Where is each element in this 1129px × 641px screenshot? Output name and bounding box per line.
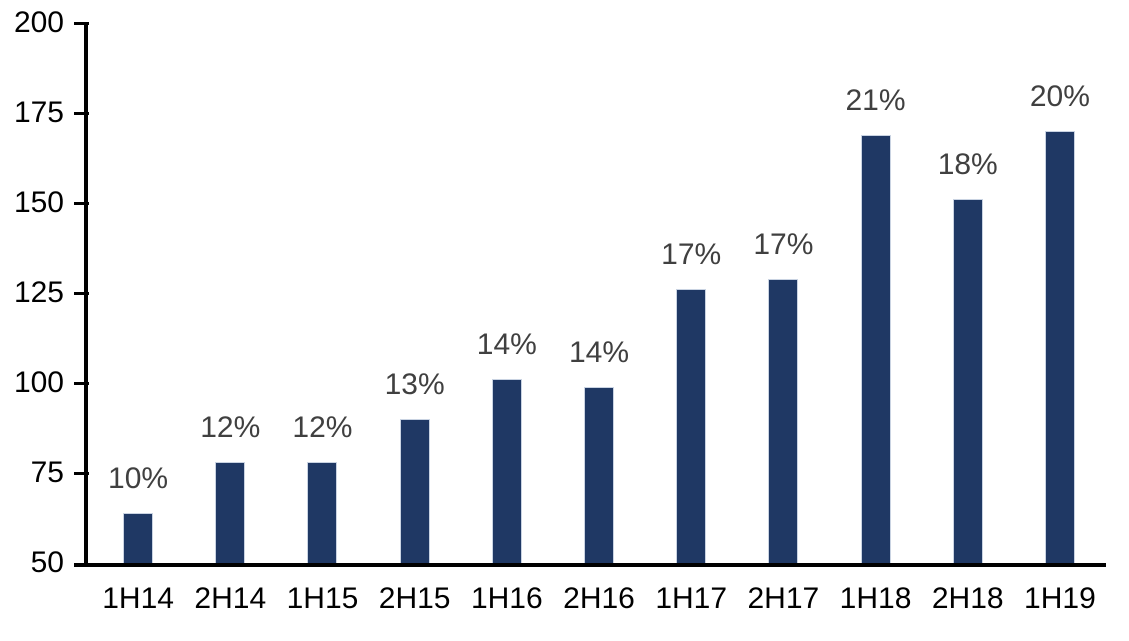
bar-data-label-2h15: 13% (384, 368, 445, 401)
y-axis-tick (74, 201, 89, 205)
x-axis-label-1h17: 1H17 (655, 582, 728, 615)
x-axis-label-1h15: 1H15 (286, 582, 359, 615)
bar-2h15 (399, 419, 430, 563)
y-axis-tick-label: 150 (13, 186, 64, 219)
bar-data-label-2h17: 17% (753, 227, 814, 261)
y-axis-tick-label: 200 (13, 6, 64, 39)
x-axis-label-2h18: 2H18 (931, 582, 1004, 615)
bar-data-label-1h19: 20% (1029, 80, 1090, 113)
x-axis-label-2h16: 2H16 (563, 582, 635, 615)
x-axis-label-1h16: 1H16 (470, 582, 543, 615)
bar-1h17 (676, 289, 707, 563)
bar-2h14 (215, 462, 246, 563)
y-axis-tick-label: 100 (13, 366, 64, 399)
y-axis-tick (74, 291, 89, 295)
x-axis-label-1h14: 1H14 (102, 582, 174, 615)
y-axis-tick (74, 21, 89, 25)
y-axis-tick (74, 111, 89, 115)
y-axis-tick-label: 50 (30, 546, 64, 579)
bar-data-label-1h14: 10% (108, 461, 169, 495)
y-axis-line (84, 22, 88, 567)
bar-1h15 (307, 462, 338, 563)
y-axis-tick-label: 125 (13, 276, 64, 309)
bar-1h16 (491, 379, 522, 563)
y-axis-tick (74, 471, 89, 475)
y-axis-tick-label: 175 (13, 96, 64, 129)
x-axis-label-1h19: 1H19 (1024, 582, 1096, 615)
bar-data-label-1h16: 14% (476, 328, 537, 362)
bar-2h18 (952, 199, 983, 563)
x-axis-label-1h18: 1H18 (839, 582, 912, 615)
bar-1h14 (123, 512, 154, 563)
bar-data-label-1h15: 12% (292, 411, 353, 445)
x-axis-line (74, 563, 1106, 567)
x-axis-label-2h17: 2H17 (747, 582, 820, 615)
y-axis-tick-label: 75 (30, 456, 64, 489)
x-axis-label-2h14: 2H14 (194, 582, 267, 615)
bar-2h16 (584, 386, 614, 563)
bar-data-label-2h18: 18% (937, 148, 998, 182)
bar-data-label-1h17: 17% (661, 238, 722, 272)
x-axis-label-2h15: 2H15 (378, 582, 451, 615)
bar-1h19 (1044, 131, 1075, 563)
bar-data-label-2h16: 14% (568, 335, 630, 369)
bar-1h18 (860, 134, 891, 563)
bar-2h17 (768, 278, 799, 563)
bar-data-label-1h18: 21% (845, 83, 906, 117)
bar-data-label-2h14: 12% (200, 411, 261, 445)
y-axis-tick (74, 381, 89, 385)
